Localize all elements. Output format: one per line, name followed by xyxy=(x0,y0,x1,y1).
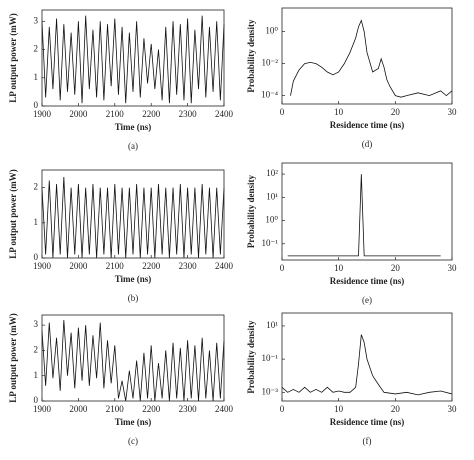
x-tick-label: 0 xyxy=(280,107,285,117)
x-tick-label: 0 xyxy=(280,404,285,414)
y-tick-label: 0 xyxy=(34,252,39,262)
x-axis-label: Time (ns) xyxy=(115,274,152,284)
y-tick-label: 10⁻¹ xyxy=(262,353,279,363)
y-tick-label: 10⁻³ xyxy=(262,386,279,396)
plot-frame xyxy=(41,169,225,259)
y-tick-label: 3 xyxy=(34,15,39,25)
plot-frame xyxy=(281,7,453,105)
x-tick-label: 2300 xyxy=(179,109,198,119)
x-tick-label: 2200 xyxy=(142,261,161,271)
x-tick-label: 30 xyxy=(448,404,458,414)
y-tick-label: 10² xyxy=(266,168,278,178)
y-tick-label: 10¹ xyxy=(266,320,278,330)
x-tick-label: 2100 xyxy=(106,404,125,414)
trace xyxy=(290,19,453,98)
x-axis-label: Residence time (ns) xyxy=(330,120,404,130)
y-axis-label: Probability density xyxy=(246,174,256,248)
y-tick-label: 10⁰ xyxy=(265,26,278,36)
y-tick-label: 1 xyxy=(34,370,39,380)
panel-caption: (a) xyxy=(128,141,138,151)
y-axis-label: Probability density xyxy=(246,320,256,394)
y-tick-label: 3 xyxy=(34,319,39,329)
x-tick-label: 2000 xyxy=(69,261,88,271)
y-tick-label: 1 xyxy=(34,72,39,82)
y-axis-label: LP output power (mW) xyxy=(8,313,18,403)
plot-frame xyxy=(281,162,453,261)
x-tick-label: 0 xyxy=(280,263,285,273)
x-tick-label: 20 xyxy=(391,107,401,117)
plot-frame xyxy=(41,9,225,107)
panel-caption: (d) xyxy=(362,139,373,149)
x-tick-label: 2300 xyxy=(179,404,198,414)
y-tick-label: 2 xyxy=(34,344,39,354)
y-tick-label: 10¹ xyxy=(266,191,278,201)
x-tick-label: 2300 xyxy=(179,261,198,271)
panel-caption: (e) xyxy=(362,295,372,305)
plot-frame xyxy=(281,312,453,402)
y-axis-label: LP output power (mW) xyxy=(8,169,18,259)
y-tick-label: 0 xyxy=(34,395,39,405)
plot-frame xyxy=(41,314,225,402)
x-tick-label: 30 xyxy=(448,107,458,117)
x-tick-label: 2100 xyxy=(106,109,125,119)
x-tick-label: 2200 xyxy=(142,404,161,414)
x-tick-label: 2000 xyxy=(69,404,88,414)
y-tick-label: 1 xyxy=(34,217,39,227)
x-tick-label: 10 xyxy=(334,107,344,117)
x-axis-label: Time (ns) xyxy=(115,417,152,427)
x-tick-label: 1900 xyxy=(33,109,52,119)
x-tick-label: 1900 xyxy=(33,261,52,271)
trace xyxy=(287,174,441,257)
x-tick-label: 10 xyxy=(334,404,344,414)
panel-caption: (b) xyxy=(128,293,139,303)
x-axis-label: Time (ns) xyxy=(115,122,152,132)
y-axis-label: Probability density xyxy=(246,19,256,93)
panel-caption: (f) xyxy=(363,436,372,446)
trace xyxy=(41,320,225,402)
x-tick-label: 20 xyxy=(391,263,401,273)
y-tick-label: 10⁰ xyxy=(265,215,278,225)
x-tick-label: 2400 xyxy=(215,404,234,414)
x-tick-label: 2400 xyxy=(215,109,234,119)
y-tick-label: 2 xyxy=(34,182,39,192)
y-tick-label: 2 xyxy=(34,44,39,54)
x-tick-label: 20 xyxy=(391,404,401,414)
x-tick-label: 2200 xyxy=(142,109,161,119)
y-axis-label: LP output power (mW) xyxy=(8,13,18,103)
panel-caption: (c) xyxy=(128,436,138,446)
x-axis-label: Residence time (ns) xyxy=(330,417,404,427)
x-tick-label: 10 xyxy=(334,263,344,273)
trace xyxy=(41,177,225,259)
y-tick-label: 10⁻⁴ xyxy=(261,90,278,100)
y-tick-label: 10⁻² xyxy=(262,58,279,68)
trace xyxy=(41,15,225,104)
x-tick-label: 2400 xyxy=(215,261,234,271)
y-tick-label: 10⁻¹ xyxy=(262,238,279,248)
trace xyxy=(281,334,453,396)
x-tick-label: 1900 xyxy=(33,404,52,414)
y-tick-label: 0 xyxy=(34,100,39,110)
x-tick-label: 2100 xyxy=(106,261,125,271)
x-axis-label: Residence time (ns) xyxy=(330,276,404,286)
x-tick-label: 30 xyxy=(448,263,458,273)
x-tick-label: 2000 xyxy=(69,109,88,119)
